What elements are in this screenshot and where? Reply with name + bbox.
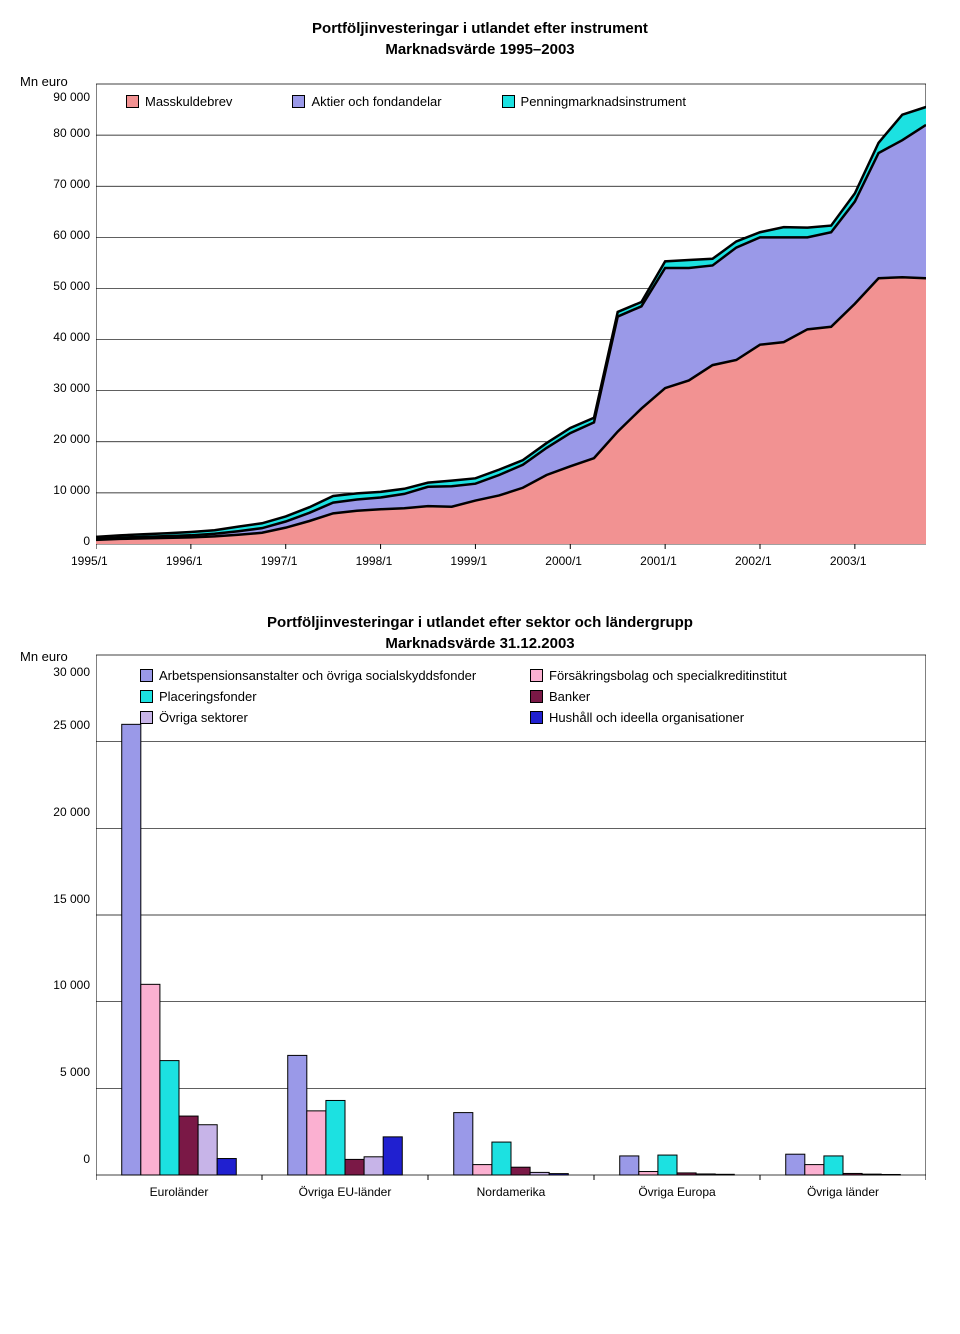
chart2-yaxis-label: Mn euro	[20, 649, 90, 664]
chart2-xticks: EuroländerÖvriga EU-länderNordamerikaÖvr…	[96, 1185, 940, 1205]
chart1-xticks: 1995/11996/11997/11998/11999/12000/12001…	[96, 554, 940, 574]
chart1-legend-item-1: Aktier och fondandelar	[292, 94, 441, 109]
area-chart-container: Portföljinvesteringar i utlandet efter i…	[20, 20, 940, 574]
legend-label: Masskuldebrev	[145, 94, 232, 109]
legend-label: Aktier och fondandelar	[311, 94, 441, 109]
bar-chart-container: Portföljinvesteringar i utlandet efter s…	[20, 614, 940, 1206]
chart1-title-line2: Marknadsvärde 1995–2003	[20, 41, 940, 58]
legend-label: Penningmarknadsinstrument	[521, 94, 686, 109]
chart1-yticks: 90 00080 00070 00060 00050 00040 00030 0…	[20, 91, 90, 571]
chart1-title-line1: Portföljinvesteringar i utlandet efter i…	[20, 20, 940, 37]
chart2-plot	[96, 645, 926, 1185]
chart1-plot	[96, 74, 926, 554]
chart1-legend-item-0: Masskuldebrev	[126, 94, 232, 109]
chart2-yticks: 30 00025 00020 00015 00010 0005 0000	[20, 666, 90, 1206]
chart1-yaxis-label: Mn euro	[20, 74, 90, 89]
legend-swatch	[502, 95, 515, 108]
legend-swatch	[126, 95, 139, 108]
chart1-legend-item-2: Penningmarknadsinstrument	[502, 94, 686, 109]
chart2-title-line1: Portföljinvesteringar i utlandet efter s…	[20, 614, 940, 631]
legend-swatch	[292, 95, 305, 108]
